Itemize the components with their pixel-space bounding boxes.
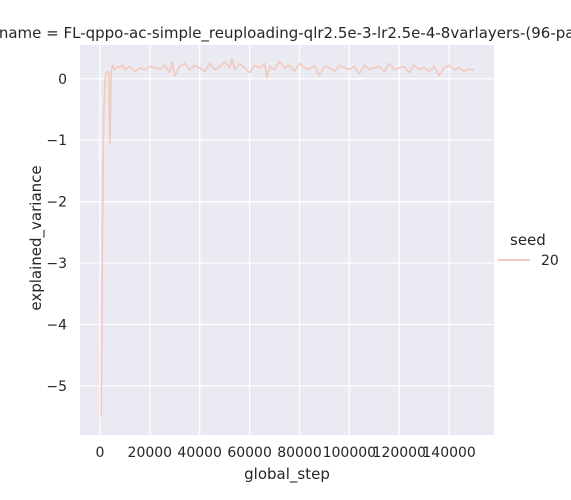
y-tick-label: −1 xyxy=(46,133,67,149)
x-tick-label: 100000 xyxy=(323,445,376,461)
x-tick-label: 40000 xyxy=(177,445,222,461)
legend: seed 20 xyxy=(498,231,559,269)
y-tick-label: −3 xyxy=(46,256,67,272)
x-axis-label: global_step xyxy=(244,465,330,484)
x-tick-label: 80000 xyxy=(277,445,322,461)
series-layer xyxy=(100,58,475,417)
y-tick-label: −5 xyxy=(46,379,67,395)
y-tick-label: −4 xyxy=(46,317,67,333)
grid xyxy=(80,45,494,435)
y-tick-label: −2 xyxy=(46,195,67,211)
legend-label-seed-20: 20 xyxy=(541,253,559,269)
x-tick-label: 140000 xyxy=(422,445,475,461)
x-tick-label: 60000 xyxy=(227,445,272,461)
series-line-seed-20 xyxy=(100,58,475,417)
chart-title: _name = FL-qppo-ac-simple_reuploading-ql… xyxy=(0,24,571,43)
y-axis-label: explained_variance xyxy=(27,165,46,310)
plot-background xyxy=(80,45,494,435)
x-tick-label: 120000 xyxy=(373,445,426,461)
x-tick-label: 20000 xyxy=(128,445,173,461)
y-tick-labels: 0 −1 −2 −3 −4 −5 xyxy=(46,72,67,395)
legend-title: seed xyxy=(510,231,546,249)
y-tick-label: 0 xyxy=(58,72,67,88)
x-tick-label: 0 xyxy=(95,445,104,461)
